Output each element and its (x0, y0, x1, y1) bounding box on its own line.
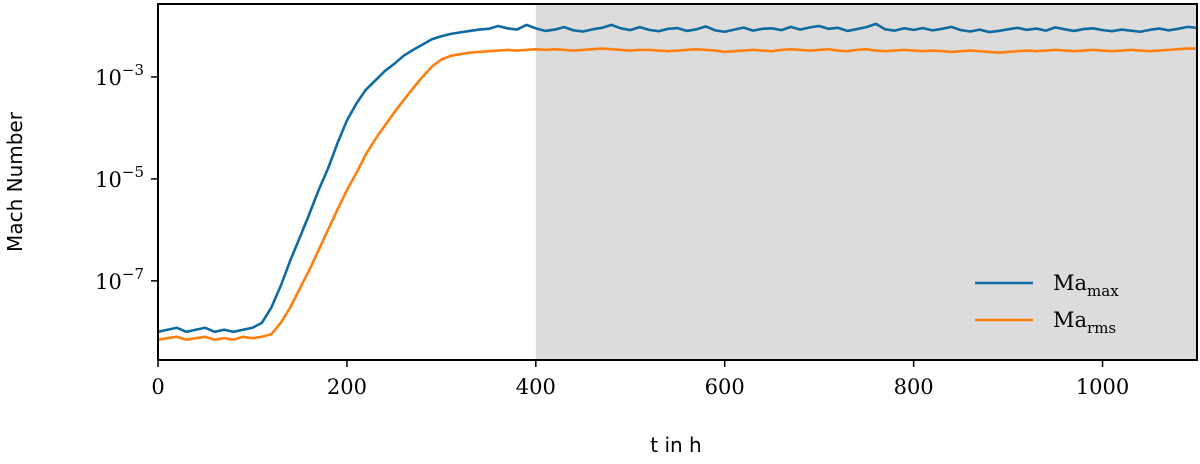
legend-label: Marms (1053, 308, 1116, 337)
plot-frame (157, 3, 1198, 361)
y-tick-label: 10−7 (95, 265, 144, 294)
y-tick-label: 10−5 (95, 163, 144, 192)
legend-label: Mamax (1053, 271, 1119, 300)
y-tick-label: 10−3 (95, 61, 144, 90)
x-tick-label: 200 (327, 375, 367, 399)
x-tick-label: 600 (705, 375, 745, 399)
shaded-region (535, 4, 1197, 360)
x-tick-label: 800 (894, 375, 934, 399)
x-tick-label: 0 (151, 375, 164, 399)
series-line (157, 22, 1198, 334)
x-tick-label: 400 (516, 375, 556, 399)
x-tick-label: 1000 (1076, 375, 1129, 399)
series-line (157, 47, 1197, 342)
y-axis-label: Mach Number (3, 111, 27, 252)
x-axis-label: t in h (650, 433, 701, 457)
